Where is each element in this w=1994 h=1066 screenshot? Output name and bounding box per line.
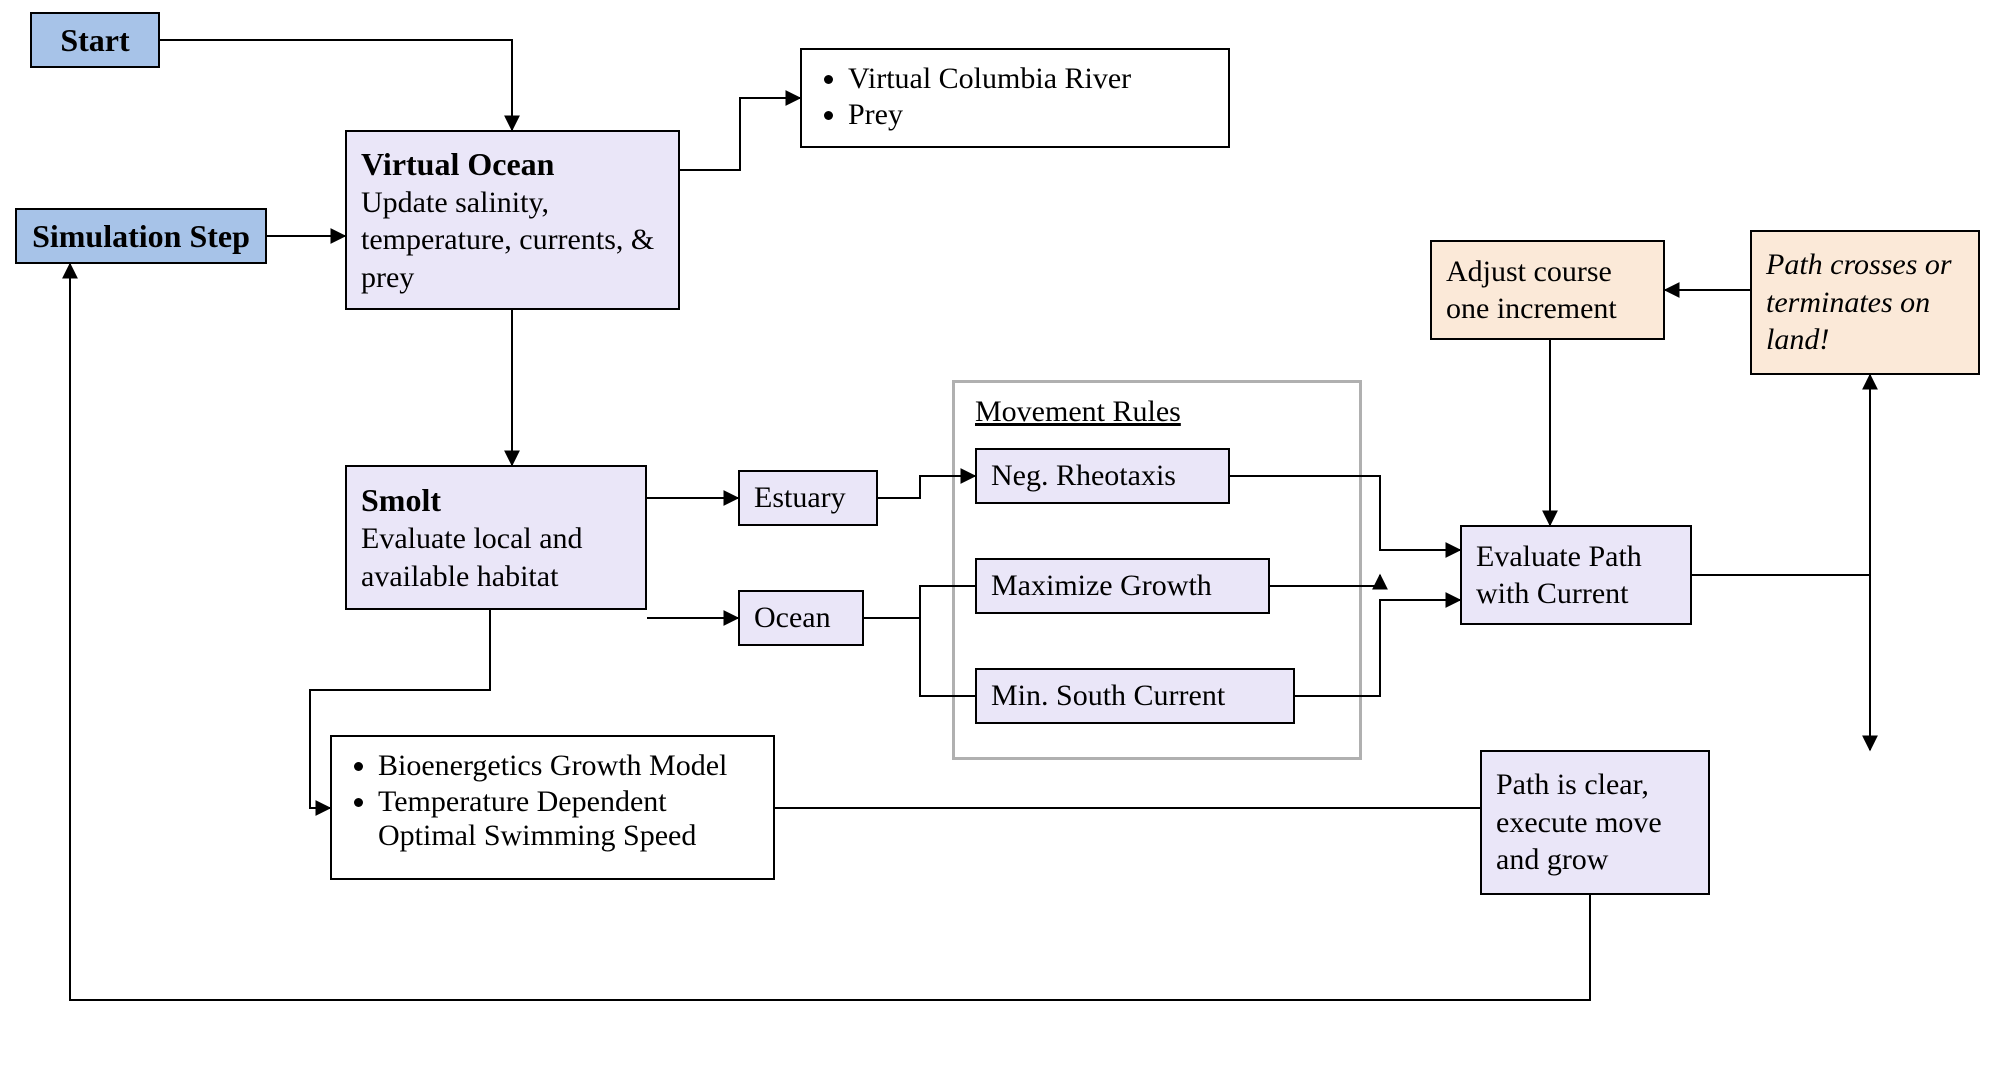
bullet-item: Prey (848, 98, 1210, 132)
node-smolt: SmoltEvaluate local and available habita… (345, 465, 647, 610)
movement-rules-group (952, 380, 1362, 760)
node-ocean: Ocean (738, 590, 864, 646)
node-info2: Bioenergetics Growth ModelTemperature De… (330, 735, 775, 880)
smolt-body: Evaluate local and available habitat (361, 520, 631, 595)
node-start: Start (30, 12, 160, 68)
flowchart-canvas: Start Simulation Step Virtual OceanUpdate … (0, 0, 1994, 1066)
node-estuary: Estuary (738, 470, 878, 526)
movement-rules-label: Movement Rules (975, 395, 1181, 429)
node-simstep: Simulation Step (15, 208, 267, 264)
node-landwarn: Path crosses or terminates on land! (1750, 230, 1980, 375)
evalpath-body: Evaluate Path with Current (1476, 538, 1676, 613)
edge (1692, 575, 1870, 750)
bullet-item: Virtual Columbia River (848, 62, 1210, 96)
vocean-body: Update salinity, temperature, currents, … (361, 184, 664, 297)
edge (160, 40, 512, 130)
bullet-item: Temperature Dependent Optimal Swimming S… (378, 785, 755, 853)
estuary-label: Estuary (754, 479, 862, 517)
node-vocean: Virtual OceanUpdate salinity, temperatur… (345, 130, 680, 310)
vocean-title: Virtual Ocean (361, 144, 664, 184)
landwarn-body: Path crosses or terminates on land! (1766, 246, 1964, 359)
simstep-title: Simulation Step (31, 216, 251, 256)
bullet-item: Bioenergetics Growth Model (378, 749, 755, 783)
node-adjust: Adjust course one increment (1430, 240, 1665, 340)
ocean-label: Ocean (754, 599, 848, 637)
edge (680, 98, 800, 170)
smolt-title: Smolt (361, 480, 631, 520)
adjust-body: Adjust course one increment (1446, 253, 1649, 328)
node-evalpath: Evaluate Path with Current (1460, 525, 1692, 625)
clearpath-body: Path is clear, execute move and grow (1496, 766, 1694, 879)
start-title: Start (46, 20, 144, 60)
node-clearpath: Path is clear, execute move and grow (1480, 750, 1710, 895)
node-info1: Virtual Columbia RiverPrey (800, 48, 1230, 148)
